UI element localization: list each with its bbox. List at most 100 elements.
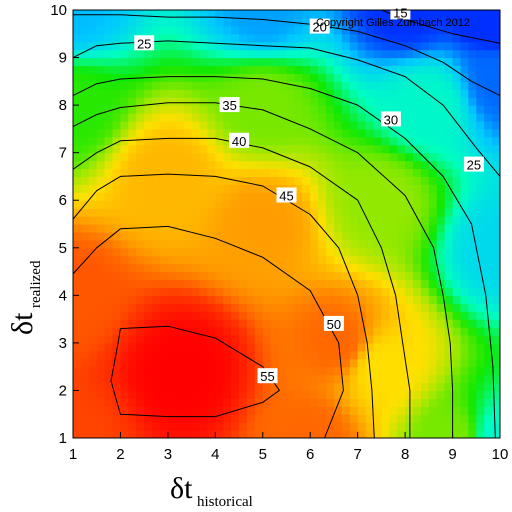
heatmap-cell (104, 128, 114, 138)
heatmap-cell (246, 184, 256, 193)
heatmap-cell (183, 342, 193, 352)
heatmap-cell (183, 10, 193, 19)
heatmap-cell (349, 414, 359, 423)
heatmap-cell (428, 184, 438, 193)
heatmap-cell (152, 57, 161, 67)
heatmap-cell (223, 358, 232, 368)
heatmap-cell (476, 224, 485, 233)
heatmap-cell (136, 120, 145, 130)
heatmap-cell (413, 49, 422, 59)
contour-label-background (309, 18, 330, 34)
heatmap-cell (428, 319, 438, 328)
heatmap-cell (397, 334, 406, 344)
heatmap-cell (381, 176, 390, 185)
heatmap-cell (128, 33, 137, 43)
heatmap-cell (310, 311, 319, 320)
heatmap-cell (389, 231, 398, 241)
heatmap-cell (104, 374, 114, 384)
heatmap-cell (73, 414, 82, 423)
heatmap-cell (476, 57, 485, 67)
heatmap-cell (286, 406, 296, 415)
heatmap-cell (349, 65, 359, 75)
heatmap-cell (167, 366, 177, 376)
heatmap-cell (223, 414, 232, 423)
heatmap-cell (365, 136, 375, 146)
heatmap-cell (128, 176, 137, 185)
heatmap-cell (112, 422, 122, 431)
heatmap-cell (484, 279, 493, 289)
heatmap-cell (191, 57, 201, 67)
heatmap-cell (270, 224, 280, 233)
heatmap-cell (104, 342, 114, 352)
heatmap-cell (239, 311, 248, 320)
heatmap-cell (128, 247, 137, 257)
heatmap-cell (389, 144, 398, 154)
heatmap-cell (231, 81, 240, 90)
heatmap-cell (96, 49, 106, 59)
heatmap-cell (326, 73, 335, 82)
heatmap-cell (357, 366, 367, 376)
heatmap-cell (199, 319, 209, 328)
heatmap-cell (357, 303, 367, 312)
heatmap-cell (104, 10, 114, 19)
heatmap-cell (428, 49, 438, 59)
heatmap-cell (159, 168, 169, 178)
heatmap-cell (310, 231, 319, 241)
heatmap-cell (207, 216, 216, 225)
heatmap-cell (183, 374, 193, 384)
heatmap-cell (365, 311, 375, 320)
heatmap-cell (373, 184, 382, 193)
heatmap-cell (73, 81, 82, 90)
heatmap-cell (420, 287, 430, 296)
heatmap-cell (294, 120, 303, 130)
heatmap-cell (326, 350, 335, 360)
heatmap-cell (294, 200, 303, 209)
heatmap-cell (373, 192, 382, 201)
heatmap-cell (357, 168, 367, 178)
heatmap-cell (413, 73, 422, 82)
heatmap-cell (175, 89, 185, 98)
heatmap-cell (460, 10, 469, 19)
heatmap-cell (357, 136, 367, 146)
heatmap-cell (310, 350, 319, 360)
heatmap-cell (136, 65, 145, 75)
heatmap-cell (302, 224, 311, 233)
heatmap-cell (96, 247, 106, 257)
heatmap-cell (104, 105, 114, 114)
heatmap-cell (428, 33, 438, 43)
heatmap-cell (104, 120, 114, 130)
heatmap-cell (96, 176, 106, 185)
heatmap-cell (405, 160, 414, 170)
heatmap-cell (128, 319, 137, 328)
heatmap-cell (270, 168, 280, 178)
heatmap-cell (428, 25, 438, 35)
heatmap-cell (310, 406, 319, 415)
heatmap-cell (302, 239, 311, 249)
heatmap-cell (104, 231, 114, 241)
heatmap-cell (373, 287, 382, 296)
heatmap-cell (246, 311, 256, 320)
heatmap-cell (349, 200, 359, 209)
heatmap-cell (302, 295, 311, 304)
heatmap-cell (96, 358, 106, 368)
heatmap-cell (365, 422, 375, 431)
heatmap-cell (333, 382, 343, 392)
heatmap-cell (104, 350, 114, 360)
heatmap-cell (262, 17, 272, 27)
heatmap-cell (405, 366, 414, 376)
heatmap-cell (286, 231, 296, 241)
heatmap-cell (278, 105, 288, 114)
heatmap-cell (357, 239, 367, 249)
heatmap-cell (460, 406, 469, 415)
heatmap-cell (167, 350, 177, 360)
heatmap-cell (405, 231, 414, 241)
x-tick-label: 9 (448, 446, 456, 463)
heatmap-cell (191, 120, 201, 130)
heatmap-cell (310, 366, 319, 376)
heatmap-cell (333, 10, 343, 19)
heatmap-cell (191, 295, 201, 304)
heatmap-cell (476, 255, 485, 265)
heatmap-cell (452, 287, 462, 296)
heatmap-cell (389, 430, 398, 438)
